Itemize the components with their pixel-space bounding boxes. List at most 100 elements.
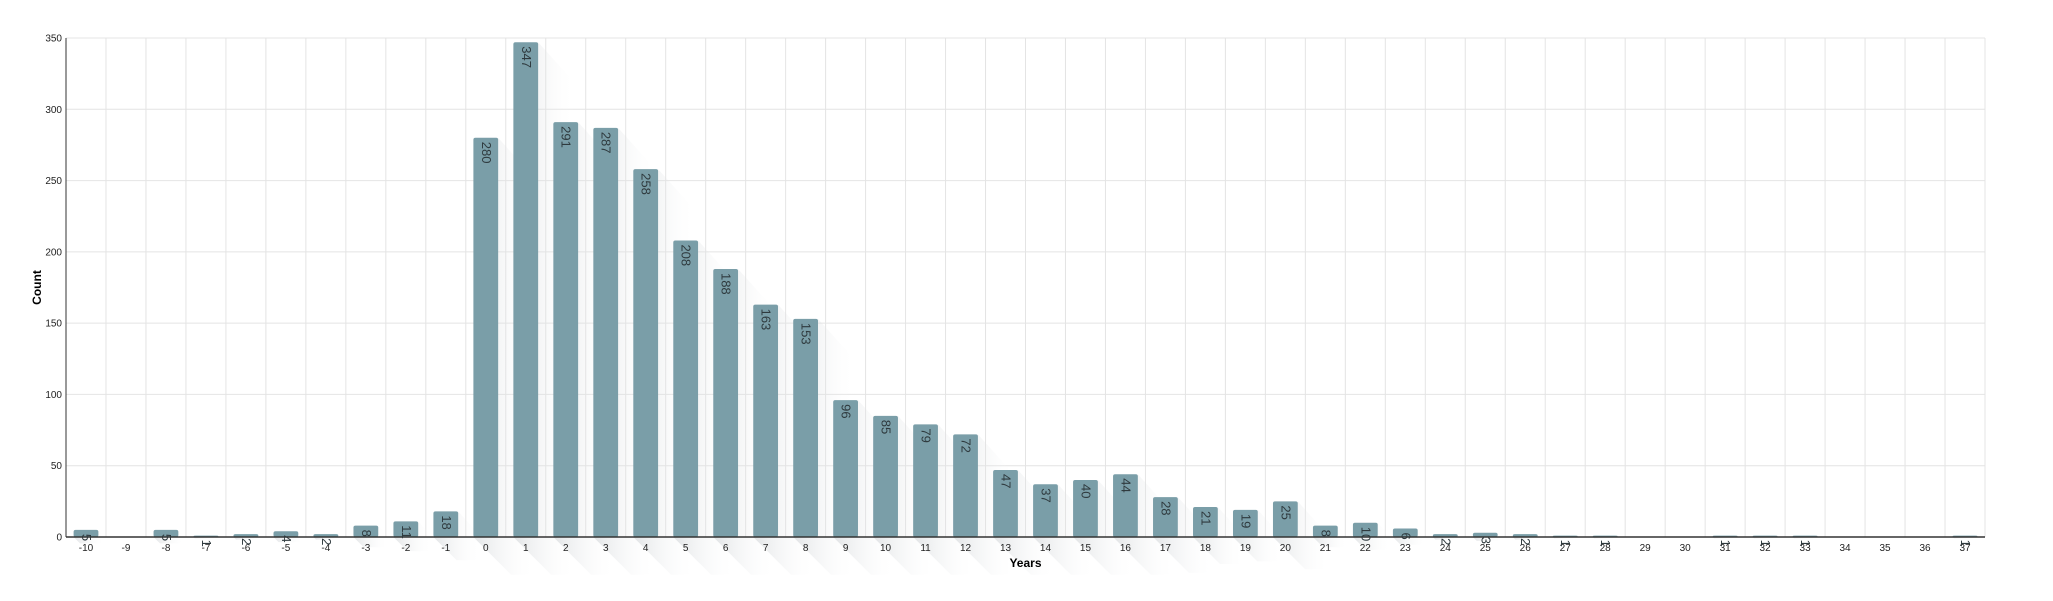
bar-value-label: 25 bbox=[1278, 505, 1293, 519]
bar-value-label: 85 bbox=[879, 420, 894, 434]
x-tick-label: 19 bbox=[1240, 543, 1252, 554]
bar bbox=[1153, 497, 1178, 537]
bar-value-label: 1 bbox=[1598, 540, 1613, 547]
grid-lines bbox=[65, 37, 1986, 538]
x-tick-label: 21 bbox=[1320, 543, 1332, 554]
y-tick-label: 350 bbox=[45, 34, 62, 45]
bar bbox=[1352, 522, 1378, 537]
bar-value-label: 1 bbox=[1798, 540, 1813, 547]
x-tick-label: 22 bbox=[1360, 543, 1372, 554]
bar-value-label: 208 bbox=[679, 244, 694, 266]
x-tick-label: -8 bbox=[161, 543, 170, 554]
x-tick-label: -4 bbox=[321, 543, 330, 554]
bar-value-label: 287 bbox=[599, 132, 614, 154]
bar-value-label: 1 bbox=[1718, 540, 1733, 547]
bar-value-label: 163 bbox=[759, 309, 774, 331]
bar bbox=[273, 531, 299, 537]
bar-value-label: 11 bbox=[399, 525, 414, 539]
x-tick-label: 18 bbox=[1200, 543, 1212, 554]
bar bbox=[593, 127, 619, 537]
x-tick-label: 25 bbox=[1480, 543, 1492, 554]
x-tick-label: 20 bbox=[1280, 543, 1292, 554]
x-tick-label: -10 bbox=[79, 543, 94, 554]
bar-shadow bbox=[1512, 534, 1541, 540]
bar bbox=[873, 415, 898, 537]
x-tick-label: 28 bbox=[1600, 543, 1612, 554]
bar bbox=[793, 318, 819, 537]
bar-value-label: 347 bbox=[519, 46, 534, 68]
y-tick-label: 0 bbox=[56, 533, 62, 544]
bar-value-label: 96 bbox=[839, 404, 854, 418]
x-tick-label: 8 bbox=[803, 543, 809, 554]
x-tick-label: 23 bbox=[1400, 543, 1412, 554]
bar-value-label: 2 bbox=[1518, 538, 1533, 545]
y-axis-title: Count bbox=[30, 270, 44, 305]
bar-value-label: 2 bbox=[239, 538, 254, 545]
x-tick-label: 24 bbox=[1440, 543, 1452, 554]
bar-shadow bbox=[1392, 528, 1426, 545]
bar-value-label: 8 bbox=[359, 530, 374, 537]
y-tick-label: 50 bbox=[51, 461, 63, 472]
x-tick-label: 31 bbox=[1720, 543, 1732, 554]
x-tick-label: 1 bbox=[523, 543, 529, 554]
bar-value-label: 2 bbox=[319, 538, 334, 545]
bar-value-label: 72 bbox=[959, 438, 974, 452]
x-tick-label: -5 bbox=[281, 543, 290, 554]
bar-value-label: 10 bbox=[1358, 527, 1373, 541]
bar-value-label: 6 bbox=[1398, 532, 1413, 539]
bar bbox=[833, 400, 858, 537]
bar bbox=[753, 304, 779, 537]
bar-value-label: 18 bbox=[439, 515, 454, 529]
bar bbox=[673, 240, 699, 538]
bar-shadow bbox=[1153, 497, 1214, 573]
x-tick-label: 27 bbox=[1560, 543, 1572, 554]
bar bbox=[1232, 509, 1258, 537]
bar-shadow bbox=[1312, 525, 1349, 548]
bar-shadow bbox=[1432, 534, 1461, 540]
bar bbox=[1472, 532, 1498, 537]
bar bbox=[353, 525, 379, 537]
x-tick-label: 34 bbox=[1840, 543, 1852, 554]
bar-shadow bbox=[153, 529, 185, 544]
x-tick-label: 0 bbox=[483, 543, 489, 554]
x-tick-label: -7 bbox=[201, 543, 210, 554]
bar-value-label: 258 bbox=[639, 173, 654, 195]
bars bbox=[73, 42, 1978, 538]
bar bbox=[1113, 474, 1138, 537]
x-tick-label: 4 bbox=[643, 543, 649, 554]
bar-value-label: 37 bbox=[1038, 488, 1053, 502]
x-tick-label: 11 bbox=[920, 543, 931, 554]
x-tick-label: 3 bbox=[603, 543, 609, 554]
x-tick-label: -1 bbox=[441, 543, 450, 554]
bar-value-label: 153 bbox=[799, 323, 814, 345]
bar-value-label: 47 bbox=[999, 474, 1014, 488]
x-tick-label: -9 bbox=[122, 543, 131, 554]
x-tick-label: 15 bbox=[1080, 543, 1092, 554]
x-tick-label: 9 bbox=[843, 543, 849, 554]
axes bbox=[65, 38, 1985, 538]
bar bbox=[713, 268, 739, 537]
bar-shadow bbox=[1232, 509, 1283, 562]
bar-value-label: 19 bbox=[1238, 514, 1253, 528]
x-tick-label: -3 bbox=[361, 543, 370, 554]
x-tick-label: 13 bbox=[1000, 543, 1012, 554]
bar bbox=[1193, 507, 1218, 537]
bar-shadows bbox=[73, 42, 1979, 575]
bar bbox=[913, 424, 938, 537]
bar-shadow bbox=[1073, 479, 1136, 575]
bar-value-label: 5 bbox=[79, 534, 94, 541]
bar-value-label: 79 bbox=[919, 428, 934, 442]
bar-shadow bbox=[1472, 532, 1502, 541]
bar bbox=[1392, 528, 1418, 537]
bar-value-label: 1 bbox=[199, 540, 214, 547]
bar bbox=[633, 169, 659, 537]
bar bbox=[1272, 501, 1298, 537]
x-tick-label: 37 bbox=[1959, 543, 1971, 554]
bar bbox=[433, 511, 459, 537]
x-tick-label: 6 bbox=[723, 543, 729, 554]
bar bbox=[153, 529, 179, 537]
bar-shadow bbox=[1352, 522, 1391, 550]
x-tick-label: 32 bbox=[1760, 543, 1772, 554]
bar bbox=[993, 469, 1018, 537]
